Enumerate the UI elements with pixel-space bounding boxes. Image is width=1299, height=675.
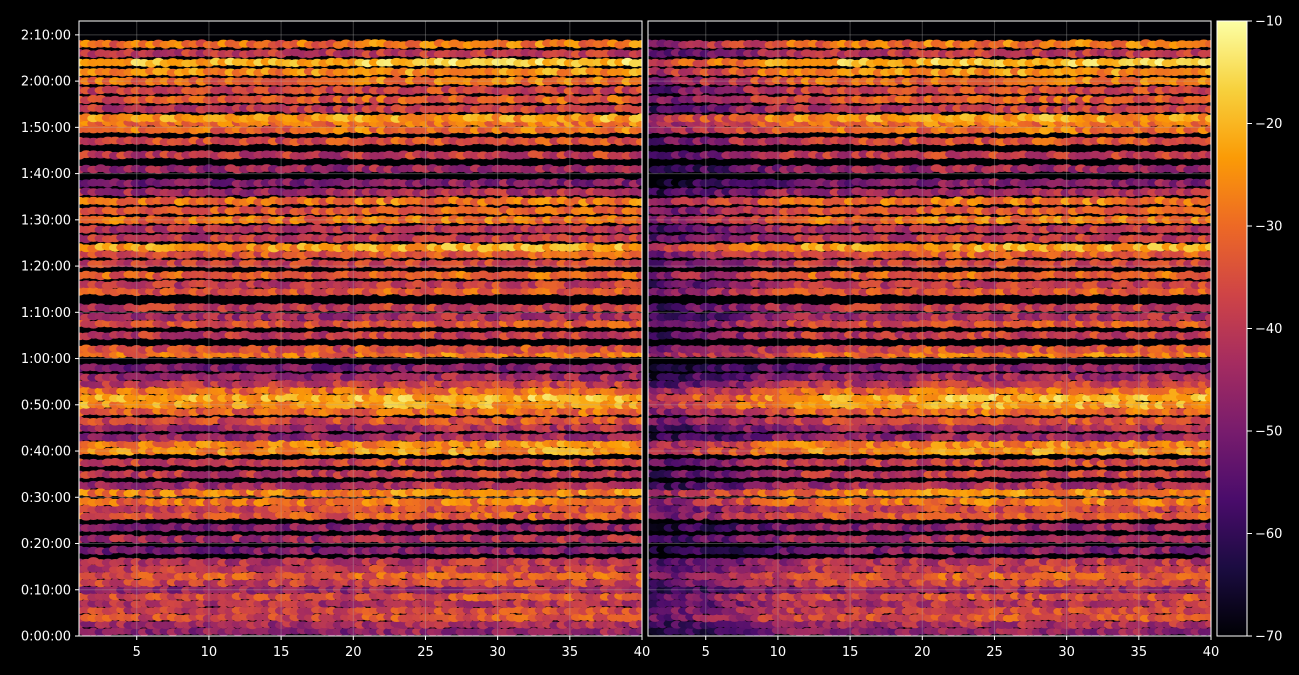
heatmap-cell [635, 572, 642, 581]
heatmap-cell [635, 401, 642, 410]
heatmap-cells [79, 39, 642, 636]
heatmap-cell [635, 535, 642, 544]
heatmap-cell [635, 512, 642, 521]
heatmap-cell [635, 313, 642, 321]
heatmap-cell [635, 416, 642, 425]
heatmap-cell [635, 304, 642, 312]
heatmap-cell [635, 600, 642, 608]
heatmap-cell [635, 487, 642, 496]
heatmap-cell [635, 393, 642, 402]
heatmap-cell [635, 481, 642, 490]
heatmap-cell [635, 546, 642, 554]
heatmap-cell [635, 423, 642, 432]
heatmap-cell [635, 523, 642, 532]
heatmap-cell [635, 586, 642, 594]
heatmap-cell [635, 619, 642, 628]
heatmap-cell [635, 470, 642, 479]
heatmap-cell [635, 504, 642, 513]
heatmap-cell [635, 387, 642, 396]
heatmap-cell [635, 497, 642, 506]
heatmap-cell [635, 319, 642, 328]
heatmap-cell [635, 372, 642, 381]
heatmap-cell [635, 432, 642, 441]
heatmap-cell [635, 330, 642, 339]
heatmap-cell [635, 447, 642, 456]
heatmap-cell [635, 345, 642, 353]
heatmap-cell [635, 592, 642, 601]
heatmap-cell [635, 459, 642, 467]
heatmap-cell [635, 439, 642, 448]
heatmap-cell [635, 380, 642, 389]
heatmap-cell [635, 579, 642, 588]
heatmap-cell [635, 363, 642, 372]
heatmap-panel-1 [79, 21, 642, 636]
heatmap-cell [635, 626, 642, 635]
heatmap-cell [635, 558, 642, 566]
heatmap-cell [635, 612, 642, 621]
heatmap-cell [635, 564, 642, 572]
